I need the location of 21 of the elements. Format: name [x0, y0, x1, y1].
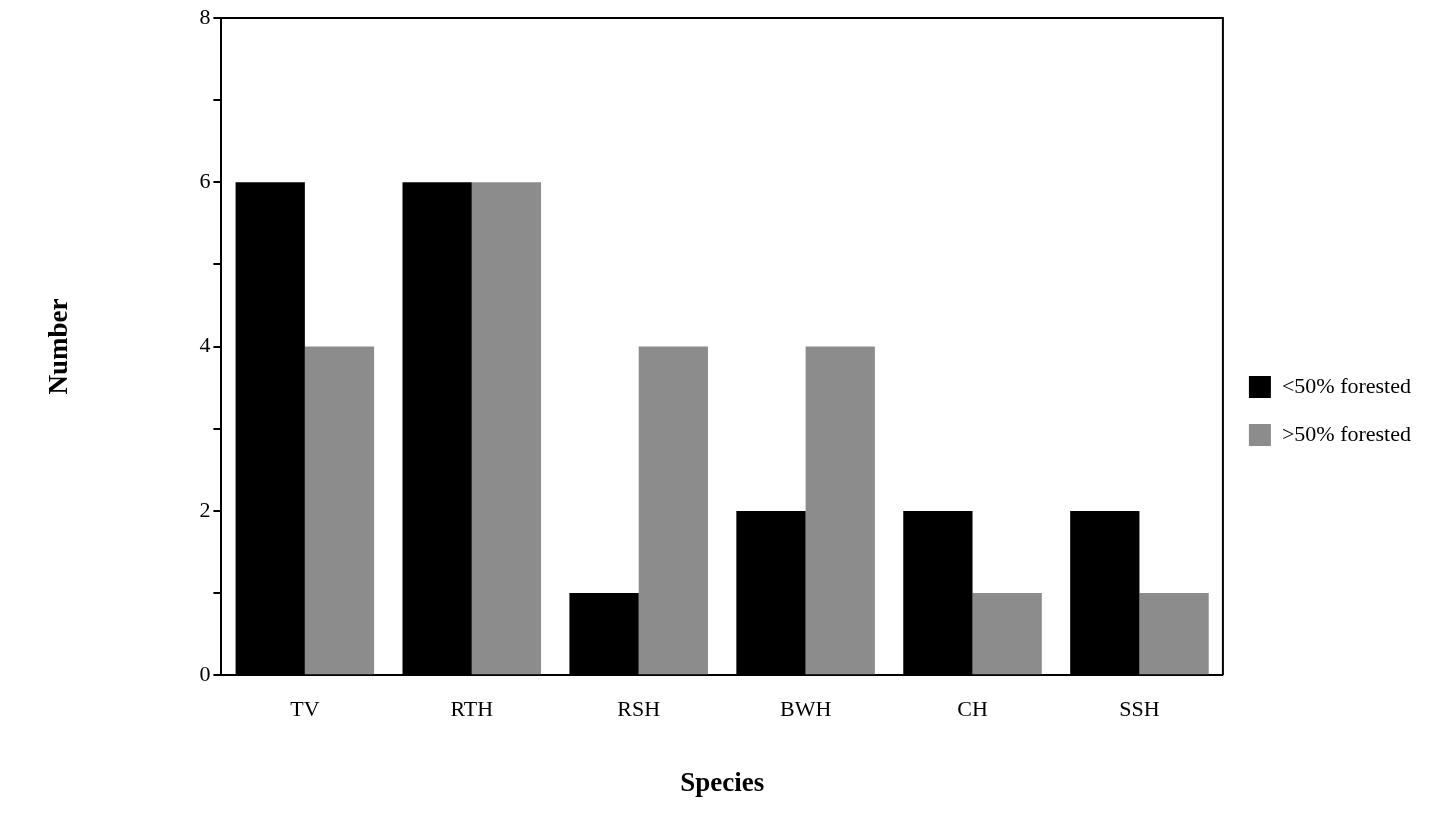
bar	[972, 593, 1042, 675]
x-tick-label: RSH	[617, 696, 661, 722]
bar	[805, 346, 875, 675]
y-tick-label: 8	[199, 3, 211, 29]
y-tick-label: 2	[199, 496, 211, 522]
bar	[638, 346, 708, 675]
legend-label: >50% forested	[1281, 420, 1411, 446]
bar	[304, 346, 375, 675]
x-tick-label: RTH	[450, 696, 494, 722]
bar	[1139, 593, 1209, 675]
y-tick-label: 6	[199, 168, 211, 194]
x-axis-title: Species	[680, 766, 765, 797]
y-tick-label: 4	[199, 332, 211, 358]
y-tick-label: 0	[199, 660, 211, 686]
x-tick-label: TV	[290, 696, 320, 722]
x-tick-label: CH	[957, 696, 988, 722]
legend-label: <50% forested	[1281, 372, 1411, 398]
x-tick-label: BWH	[779, 696, 832, 722]
bar	[471, 182, 542, 675]
x-tick-label: SSH	[1119, 696, 1160, 722]
y-axis-title: Number	[43, 298, 74, 395]
